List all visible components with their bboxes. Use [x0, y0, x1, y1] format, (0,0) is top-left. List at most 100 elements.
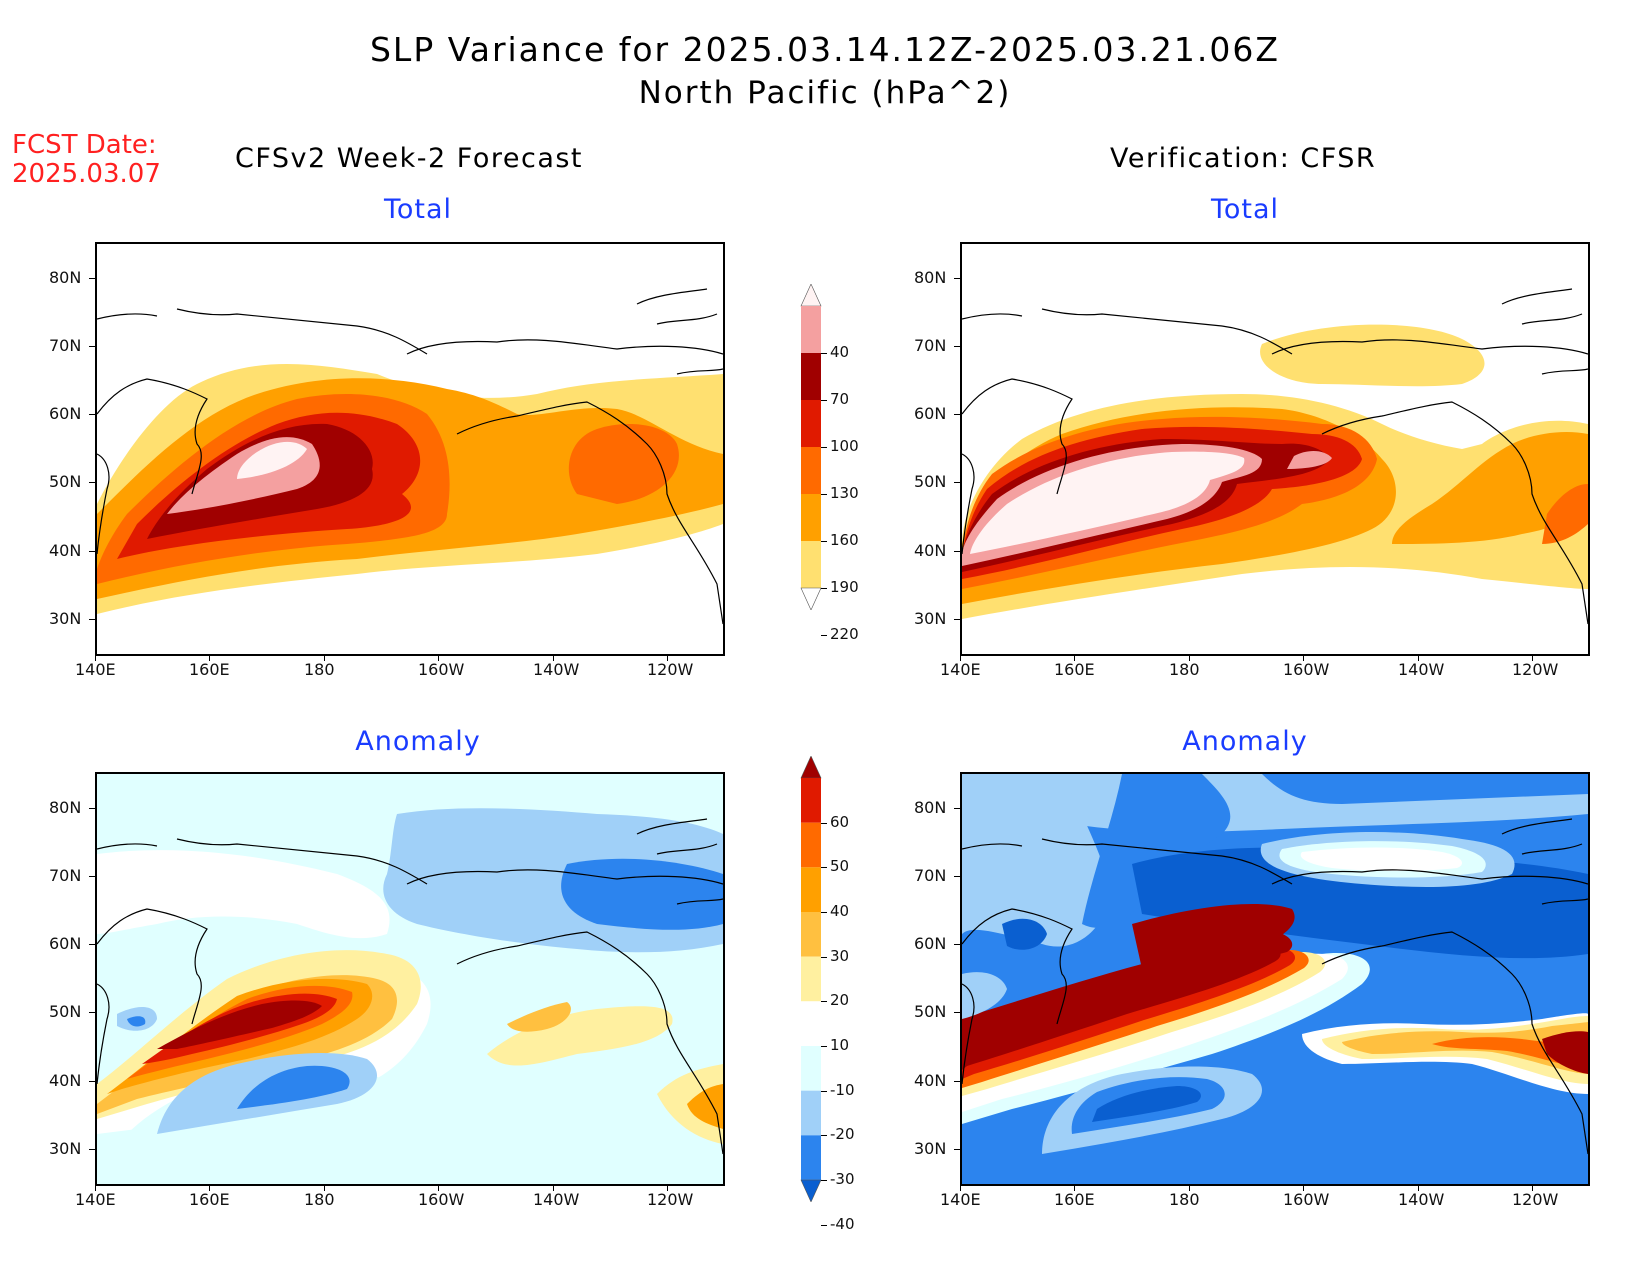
- lon-tick-ft-3: 160W: [418, 660, 465, 679]
- anomaly-colorbar-swatch-6: [801, 1001, 821, 1046]
- anomaly-colorbar-label-3: 30: [830, 946, 850, 965]
- lon-tick-mark-ft-1: [209, 654, 210, 661]
- lon-tick-ft-1: 160E: [189, 660, 230, 679]
- lon-tick-mark-va-3: [1303, 1184, 1304, 1191]
- lon-tick-va-1: 160E: [1054, 1190, 1095, 1209]
- anomaly-colorbar-tick-4: [821, 1001, 827, 1003]
- lat-tick-ft-1: 70N: [49, 336, 82, 355]
- lat-tick-mark-va-0: [954, 808, 961, 809]
- total-colorbar: 40 70 100 130 160 190 220: [800, 284, 859, 643]
- anomaly-colorbar-swatch-8: [801, 1090, 821, 1136]
- lat-tick-fa-2: 60N: [49, 934, 82, 953]
- anomaly-colorbar-swatch-9: [801, 1135, 821, 1180]
- anomaly-colorbar-tick-7: [821, 1135, 827, 1137]
- lat-tick-ft-2: 60N: [49, 404, 82, 423]
- lon-tick-va-5: 120W: [1512, 1190, 1559, 1209]
- lat-tick-mark-ft-5: [89, 619, 96, 620]
- anomaly-colorbar-tick-2: [821, 912, 827, 913]
- lat-tick-va-1: 70N: [914, 866, 947, 885]
- lon-tick-mark-ft-0: [95, 654, 96, 661]
- lon-tick-mark-va-0: [960, 1184, 961, 1191]
- lat-tick-mark-vt-2: [954, 414, 961, 415]
- lon-tick-ft-4: 140W: [533, 660, 580, 679]
- lon-tick-fa-5: 120W: [647, 1190, 694, 1209]
- lon-tick-mark-va-5: [1532, 1184, 1533, 1191]
- total-colorbar-swatch-3: [801, 400, 821, 447]
- lat-tick-mark-ft-1: [89, 346, 96, 347]
- lat-tick-ft-4: 40N: [49, 541, 82, 560]
- lon-tick-fa-4: 140W: [533, 1190, 580, 1209]
- anomaly-colorbar-label-7: -20: [830, 1125, 855, 1144]
- lat-tick-mark-va-4: [954, 1081, 961, 1082]
- lat-tick-fa-4: 40N: [49, 1071, 82, 1090]
- lon-tick-mark-fa-2: [324, 1184, 325, 1191]
- anomaly-colorbar-tick-5: [821, 1046, 827, 1047]
- total-colorbar-label-3: 130: [830, 484, 859, 502]
- anomaly-colorbar-swatch-2: [801, 822, 821, 868]
- anomaly-colorbar-swatch-1: [801, 778, 821, 823]
- lat-tick-mark-ft-2: [89, 414, 96, 415]
- figure-title: SLP Variance for 2025.03.14.12Z-2025.03.…: [369, 30, 1281, 69]
- lon-tick-vt-2: 180: [1169, 660, 1200, 679]
- total-colorbar-label-4: 160: [830, 531, 859, 549]
- anomaly-colorbar-tick-3: [821, 956, 827, 958]
- lat-tick-va-3: 50N: [914, 1002, 947, 1021]
- lon-tick-mark-vt-5: [1532, 654, 1533, 661]
- forecast-total-map: [95, 242, 725, 656]
- forecast-heading: CFSv2 Week-2 Forecast: [235, 143, 584, 174]
- lat-tick-va-5: 30N: [914, 1139, 947, 1158]
- lat-tick-ft-5: 30N: [49, 609, 82, 628]
- lat-tick-mark-fa-2: [89, 944, 96, 945]
- lon-tick-va-3: 160W: [1283, 1190, 1330, 1209]
- total-colorbar-tick-2: [821, 447, 827, 448]
- anomaly-colorbar-tick-6: [821, 1090, 827, 1092]
- lon-tick-mark-ft-5: [667, 654, 668, 661]
- anomaly-colorbar-bottom-triangle: [800, 1179, 822, 1202]
- lon-tick-ft-2: 180: [304, 660, 335, 679]
- total-colorbar-top-triangle: [800, 284, 822, 307]
- lon-tick-mark-ft-4: [553, 654, 554, 661]
- anomaly-colorbar-label-5: 10: [830, 1036, 850, 1054]
- anomaly-colorbar-label-9: -40: [830, 1214, 855, 1233]
- total-colorbar-label-2: 100: [830, 437, 859, 455]
- forecast-anomaly-title: Anomaly: [355, 726, 481, 757]
- total-colorbar-swatches: [800, 284, 822, 610]
- total-colorbar-label-5: 190: [830, 578, 859, 596]
- lat-tick-mark-va-2: [954, 944, 961, 945]
- lon-tick-mark-vt-3: [1303, 654, 1304, 661]
- lon-tick-ft-5: 120W: [647, 660, 694, 679]
- anomaly-colorbar-swatch-5: [801, 956, 821, 1002]
- lon-tick-va-0: 140E: [940, 1190, 981, 1209]
- lon-tick-mark-vt-2: [1189, 654, 1190, 661]
- lat-tick-mark-fa-3: [89, 1012, 96, 1013]
- fcst-date-label: FCST Date:: [12, 130, 157, 160]
- lat-tick-mark-vt-1: [954, 346, 961, 347]
- lon-tick-mark-fa-5: [667, 1184, 668, 1191]
- lon-tick-mark-fa-0: [95, 1184, 96, 1191]
- lat-tick-va-0: 80N: [914, 798, 947, 817]
- lat-tick-va-4: 40N: [914, 1071, 947, 1090]
- lon-tick-fa-2: 180: [304, 1190, 335, 1209]
- fcst-date-value: 2025.03.07: [12, 159, 161, 189]
- lat-tick-vt-1: 70N: [914, 336, 947, 355]
- verification-total-title: Total: [1210, 194, 1280, 225]
- anomaly-colorbar-label-4: 20: [830, 991, 850, 1010]
- lat-tick-mark-ft-0: [89, 278, 96, 279]
- lat-tick-mark-vt-4: [954, 551, 961, 552]
- total-colorbar-tick-5: [821, 588, 827, 589]
- lat-tick-vt-2: 60N: [914, 404, 947, 423]
- lon-tick-va-4: 140W: [1398, 1190, 1445, 1209]
- anomaly-colorbar-label-6: -10: [830, 1080, 855, 1099]
- lon-tick-ft-0: 140E: [75, 660, 116, 679]
- lat-tick-vt-3: 50N: [914, 472, 947, 491]
- lon-tick-vt-5: 120W: [1512, 660, 1559, 679]
- total-colorbar-tick-6: [821, 635, 827, 636]
- lat-tick-ft-0: 80N: [49, 268, 82, 287]
- anomaly-colorbar-label-1: 50: [830, 857, 850, 876]
- total-colorbar-swatch-2: [801, 353, 821, 400]
- lat-tick-vt-4: 40N: [914, 541, 947, 560]
- lon-tick-mark-fa-4: [553, 1184, 554, 1191]
- lat-tick-va-2: 60N: [914, 934, 947, 953]
- total-colorbar-tick-0: [821, 353, 827, 354]
- anomaly-colorbar-tick-8: [821, 1180, 827, 1181]
